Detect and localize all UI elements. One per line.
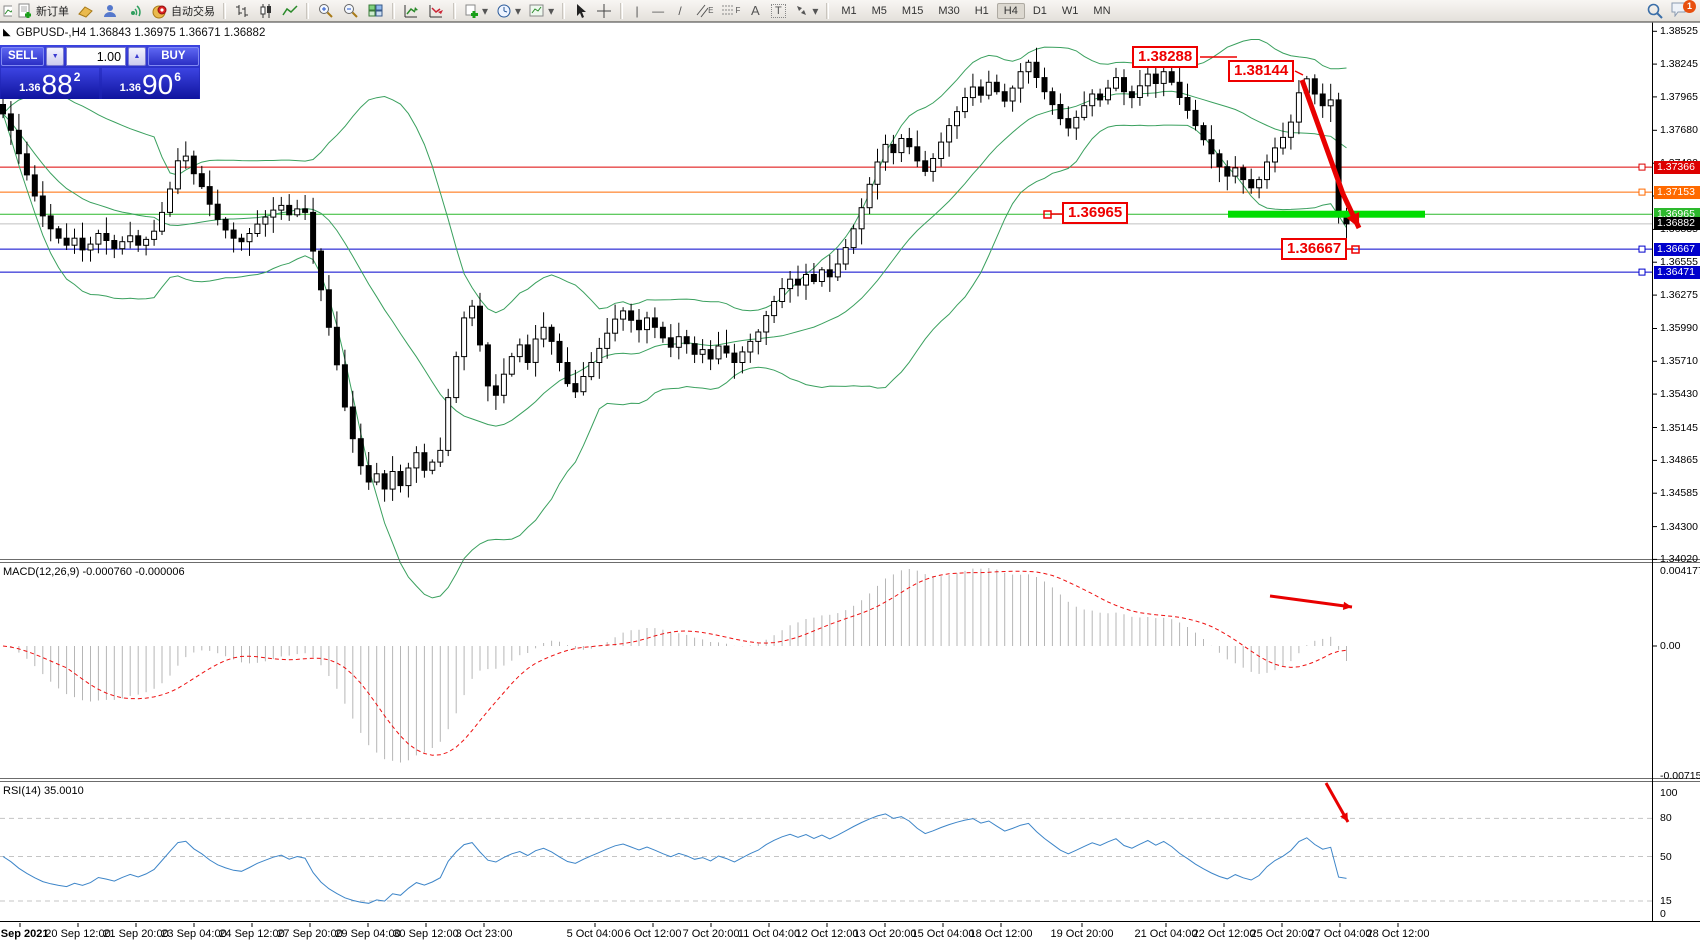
template-button[interactable]: ▾ — [526, 1, 557, 21]
arrows-tool-icon — [797, 6, 807, 15]
volume-decrease-button[interactable]: ▼ — [46, 47, 65, 66]
bar-chart-type-button[interactable] — [231, 1, 253, 21]
zoom-out-button[interactable] — [339, 1, 362, 21]
timeframe-button-W1[interactable]: W1 — [1061, 4, 1079, 17]
fibonacci-tool-button[interactable]: F — [718, 1, 743, 21]
zoom-in-button[interactable] — [314, 1, 337, 21]
sell-price-pip: 2 — [73, 70, 81, 84]
line-chart-icon — [282, 4, 298, 15]
chart-partial-icon — [3, 5, 12, 16]
horizontal-line-tool-button[interactable]: — — [652, 3, 665, 18]
crosshair-tool-button[interactable] — [593, 1, 615, 21]
candlestick-chart-type-button[interactable] — [255, 1, 277, 21]
new-chart-icon[interactable] — [2, 1, 12, 21]
line-chart-type-button[interactable] — [279, 1, 301, 21]
period-button[interactable]: ▾ — [493, 1, 524, 21]
volume-increase-button[interactable]: ▲ — [128, 47, 146, 66]
indicator-window-down-button[interactable] — [425, 1, 448, 21]
buy-price-box[interactable]: 1.36 90 6 — [101, 68, 199, 100]
gold-bar-icon — [78, 5, 93, 18]
auto-trading-icon — [152, 5, 167, 18]
sell-button[interactable]: SELL — [1, 47, 45, 66]
notification-badge: 1 — [1683, 0, 1696, 13]
toolbar-separator — [223, 2, 226, 19]
main-toolbar: 新订单 自动交易 ▾ ▾ — [0, 0, 1700, 22]
toolbar-separator — [826, 2, 830, 19]
auto-trading-button[interactable]: 自动交易 — [149, 1, 218, 21]
text-label-tool-button[interactable]: T — [767, 1, 789, 21]
fibonacci-icon — [722, 5, 734, 15]
dropdown-caret-icon: ▾ — [482, 3, 489, 18]
volume-input[interactable] — [66, 47, 127, 66]
add-indicator-icon — [465, 4, 478, 18]
profile-icon — [104, 4, 116, 17]
indicator-window-up-button[interactable] — [400, 1, 423, 21]
buy-price-pip: 6 — [174, 70, 181, 84]
profile-icon-button[interactable] — [99, 1, 122, 21]
clock-icon — [497, 4, 511, 17]
candlestick-icon — [260, 3, 271, 18]
cursor-tool-button[interactable] — [570, 1, 591, 21]
sell-price-box[interactable]: 1.36 88 2 — [1, 68, 99, 99]
indicator-down-icon — [429, 4, 443, 17]
dropdown-caret-icon: ▾ — [812, 3, 819, 18]
toolbar-separator — [306, 2, 309, 19]
crosshair-icon — [597, 3, 612, 18]
new-order-button[interactable]: 新订单 — [14, 1, 72, 21]
label-tool-letter: T — [770, 3, 786, 18]
signal-icon-button[interactable] — [124, 1, 147, 21]
new-order-icon — [18, 3, 31, 18]
timeframe-button-M15[interactable]: M15 — [901, 4, 924, 17]
notifications-button[interactable]: 1 — [1670, 0, 1696, 21]
timeframe-button-D1[interactable]: D1 — [1032, 4, 1047, 17]
timeframe-button-M5[interactable]: M5 — [871, 4, 887, 17]
tile-windows-icon — [368, 4, 383, 16]
timeframe-button-H4[interactable]: H4 — [996, 2, 1025, 19]
zoom-in-icon — [319, 3, 333, 18]
cursor-icon — [577, 3, 587, 18]
new-order-label: 新订单 — [36, 5, 69, 18]
dropdown-caret-icon: ▾ — [548, 3, 555, 18]
gold-icon[interactable] — [74, 1, 97, 21]
toolbar-separator — [392, 2, 395, 19]
dropdown-caret-icon: ▾ — [515, 3, 522, 18]
fibonacci-letter: F — [735, 6, 741, 15]
channel-icon — [696, 4, 709, 18]
vertical-line-tool-button[interactable]: | — [635, 3, 639, 18]
channel-letter: E — [708, 6, 714, 15]
add-indicator-button[interactable]: ▾ — [461, 1, 491, 21]
toolbar-separator — [562, 2, 566, 19]
bar-chart-icon — [236, 4, 248, 17]
arrows-tool-button[interactable]: ▾ — [791, 1, 821, 21]
timeframe-button-M1[interactable]: M1 — [841, 4, 857, 17]
toolbar-separator — [620, 2, 624, 19]
search-icon[interactable] — [1646, 2, 1664, 20]
channel-tool-button[interactable]: E — [692, 1, 716, 21]
signal-icon — [131, 4, 141, 16]
one-click-trade-panel: SELL ▼ ▲ BUY 1.36 88 2 1.36 90 6 — [0, 45, 200, 99]
buy-price-prefix: 1.36 — [119, 82, 142, 94]
text-tool-button[interactable]: A — [745, 1, 765, 21]
indicator-up-icon — [404, 4, 418, 17]
zoom-out-icon — [344, 3, 358, 18]
auto-trading-label: 自动交易 — [171, 5, 215, 18]
timeframe-button-MN[interactable]: MN — [1093, 4, 1111, 17]
text-tool-letter: A — [750, 3, 760, 18]
timeframe-button-H1[interactable]: H1 — [974, 4, 989, 17]
trendline-tool-button[interactable]: / — [678, 3, 682, 18]
sell-price-main: 88 — [41, 69, 73, 100]
template-icon — [529, 4, 544, 16]
buy-button[interactable]: BUY — [147, 47, 199, 66]
tile-windows-button[interactable] — [364, 1, 387, 21]
timeframe-group: M1 M5 M15 M30 H1 H4 D1 W1 MN — [834, 2, 1117, 19]
buy-price-main: 90 — [142, 69, 174, 100]
sell-price-prefix: 1.36 — [19, 82, 41, 94]
timeframe-button-M30[interactable]: M30 — [938, 4, 960, 17]
toolbar-separator — [453, 2, 456, 19]
